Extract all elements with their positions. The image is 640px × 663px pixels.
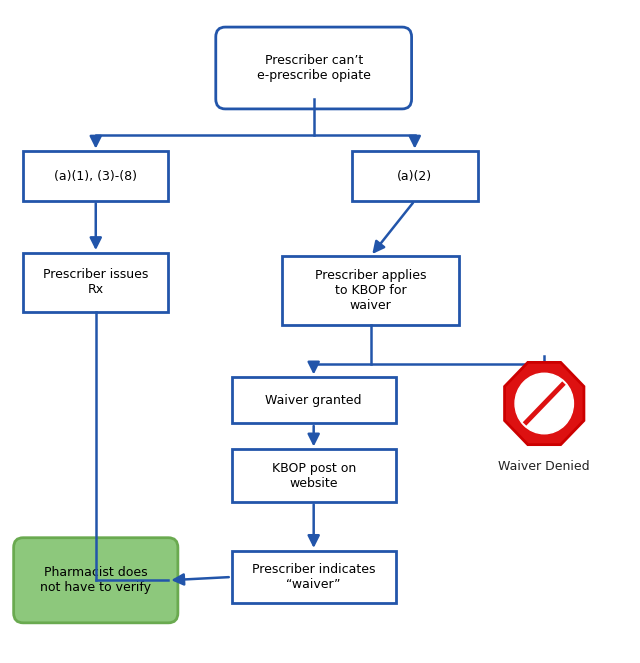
Text: (a)(1), (3)-(8): (a)(1), (3)-(8) <box>54 170 137 182</box>
Text: Waiver Denied: Waiver Denied <box>499 460 590 473</box>
FancyBboxPatch shape <box>351 151 478 201</box>
Text: Pharmacist does
not have to verify: Pharmacist does not have to verify <box>40 566 151 594</box>
Text: (a)(2): (a)(2) <box>397 170 432 182</box>
Text: Prescriber applies
to KBOP for
waiver: Prescriber applies to KBOP for waiver <box>315 269 426 312</box>
FancyBboxPatch shape <box>232 551 396 603</box>
Polygon shape <box>504 363 584 445</box>
Text: KBOP post on
website: KBOP post on website <box>271 461 356 489</box>
Text: Prescriber can’t
e-prescribe opiate: Prescriber can’t e-prescribe opiate <box>257 54 371 82</box>
Text: Prescriber issues
Rx: Prescriber issues Rx <box>43 269 148 296</box>
Circle shape <box>515 373 573 434</box>
FancyBboxPatch shape <box>216 27 412 109</box>
FancyBboxPatch shape <box>232 450 396 502</box>
Text: Prescriber indicates
“waiver”: Prescriber indicates “waiver” <box>252 563 376 591</box>
FancyBboxPatch shape <box>23 253 168 312</box>
FancyBboxPatch shape <box>232 377 396 423</box>
FancyBboxPatch shape <box>23 151 168 201</box>
FancyBboxPatch shape <box>282 256 459 325</box>
FancyBboxPatch shape <box>13 538 178 623</box>
Text: Waiver granted: Waiver granted <box>266 394 362 406</box>
